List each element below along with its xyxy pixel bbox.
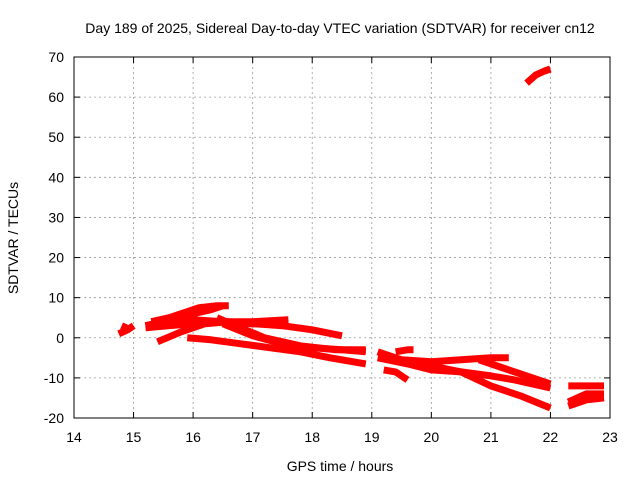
- y-tick-label: 0: [56, 330, 64, 346]
- x-tick-label: 14: [66, 429, 82, 445]
- x-tick-label: 21: [483, 429, 499, 445]
- series-trace-19: [566, 390, 604, 406]
- x-tick-label: 22: [543, 429, 559, 445]
- series-layer: [117, 65, 605, 412]
- series-trace-17: [524, 65, 552, 86]
- y-tick-label: 70: [48, 49, 64, 65]
- series-trace-11: [383, 366, 410, 383]
- series-trace-4: [150, 302, 229, 326]
- y-tick-label: 40: [48, 169, 64, 185]
- series-trace-9: [221, 320, 367, 356]
- series-trace-13: [395, 346, 414, 356]
- y-tick-label: 60: [48, 89, 64, 105]
- x-tick-label: 18: [304, 429, 320, 445]
- x-tick-label: 19: [364, 429, 380, 445]
- series-trace-16: [477, 356, 552, 388]
- tick-layer: 14 15 16 17 18 19 20 21 22 23 -20 -10 0 10 20 30 40 50 60 7…: [44, 49, 618, 445]
- plot-frame: [73, 56, 611, 419]
- series-trace-2: [120, 322, 133, 333]
- y-tick-label: -10: [44, 370, 64, 386]
- y-tick-label: 20: [48, 250, 64, 266]
- series-trace-15: [401, 358, 552, 412]
- series-trace-7: [156, 318, 289, 346]
- chart-title: Day 189 of 2025, Sidereal Day-to-day VTE…: [85, 20, 595, 36]
- y-tick-label: 50: [48, 129, 64, 145]
- series-trace-10: [186, 334, 367, 368]
- x-tick-label: 16: [185, 429, 201, 445]
- y-tick-label: -20: [44, 410, 64, 426]
- x-tick-label: 23: [602, 429, 618, 445]
- x-tick-label: 15: [126, 429, 142, 445]
- series-trace-20: [567, 394, 605, 410]
- grid-layer: [74, 57, 610, 418]
- y-tick-label: 30: [48, 209, 64, 225]
- x-tick-label: 17: [245, 429, 261, 445]
- x-axis-label: GPS time / hours: [287, 458, 394, 474]
- y-tick-label: 10: [48, 290, 64, 306]
- y-axis-label: SDTVAR / TECUs: [5, 182, 21, 294]
- x-tick-label: 20: [424, 429, 440, 445]
